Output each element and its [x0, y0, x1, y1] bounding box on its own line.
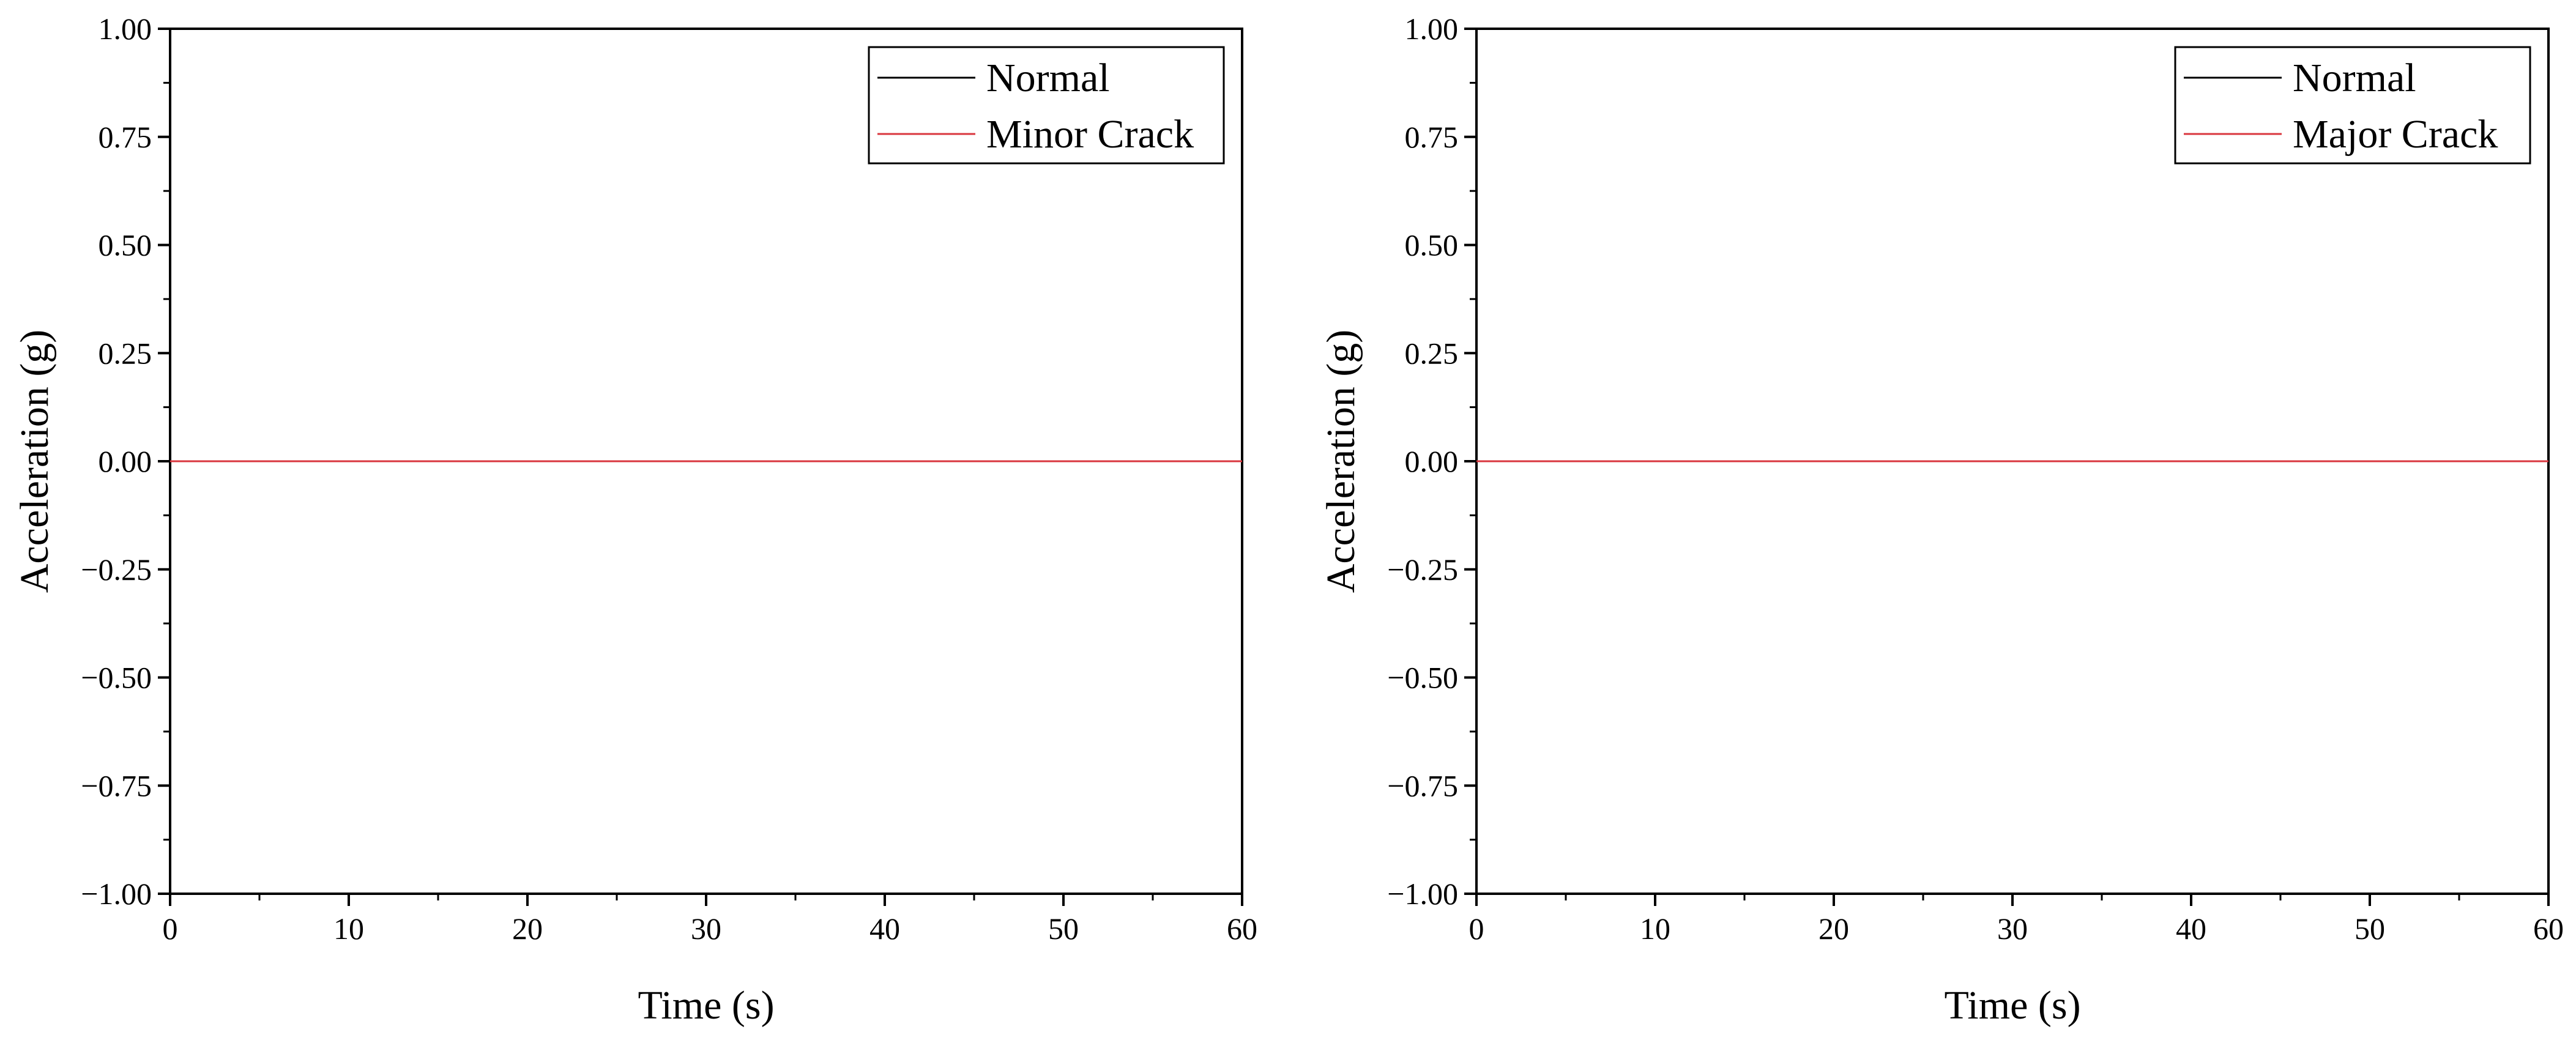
legend-label: Minor Crack	[986, 112, 1194, 157]
x-tick-label: 60	[1227, 911, 1257, 946]
x-tick-label: 30	[691, 911, 721, 946]
x-tick-label: 40	[869, 911, 900, 946]
y-tick-label: 0.25	[99, 336, 152, 370]
x-tick-label: 10	[333, 911, 364, 946]
y-tick-label: −0.75	[1387, 768, 1458, 803]
legend: Normal Minor Crack	[868, 46, 1225, 165]
y-tick-label: −0.50	[81, 661, 152, 695]
legend-box	[868, 46, 1225, 165]
legend-label: Normal	[986, 56, 1110, 100]
x-tick-label: 40	[2176, 911, 2206, 946]
x-tick-label: 30	[1997, 911, 2028, 946]
y-tick-label: 0.75	[99, 120, 152, 154]
x-tick-label: 10	[1640, 911, 1670, 946]
y-tick-label: 0.50	[1405, 228, 1459, 262]
y-tick-label: −0.25	[81, 552, 152, 587]
y-tick-label: −1.00	[1387, 877, 1458, 911]
x-axis-title: Time (s)	[1944, 983, 2080, 1028]
y-axis-title: Acceleration (g)	[1319, 330, 1363, 593]
y-tick-label: 0.75	[1405, 120, 1459, 154]
legend: Normal Major Crack	[2174, 46, 2531, 165]
legend-box	[2174, 46, 2531, 165]
x-axis-title: Time (s)	[638, 983, 774, 1028]
y-tick-label: −0.50	[1387, 661, 1458, 695]
chart-panel-2: 0 10 20 30 40 50 60 −1.00 −0.75 −0.50 −0.25 0.00 0.2…	[1319, 12, 2564, 1028]
y-tick-label: 0.00	[1405, 444, 1459, 478]
y-tick-label: 1.00	[99, 12, 152, 46]
x-tick-label: 50	[1048, 911, 1079, 946]
x-tick-label: 60	[2533, 911, 2564, 946]
y-tick-label: 1.00	[1405, 12, 1459, 46]
legend-label: Major Crack	[2293, 112, 2498, 157]
legend-label: Normal	[2293, 56, 2416, 100]
y-tick-label: 0.25	[1405, 336, 1459, 370]
y-axis-title: Acceleration (g)	[12, 330, 57, 593]
y-tick-label: 0.50	[99, 228, 152, 262]
x-tick-label: 50	[2355, 911, 2385, 946]
x-tick-label: 20	[1818, 911, 1849, 946]
x-tick-label: 0	[163, 911, 178, 946]
x-tick-label: 20	[512, 911, 543, 946]
y-tick-label: −0.25	[1387, 552, 1458, 587]
y-tick-label: 0.00	[99, 444, 152, 478]
x-tick-label: 0	[1469, 911, 1484, 946]
y-tick-label: −0.75	[81, 768, 152, 803]
y-tick-label: −1.00	[81, 877, 152, 911]
chart-panel-1: 0 10 20 30 40 50 60 −1.00 −0.75 −0.50 −0.25 0.00 0.2…	[12, 12, 1257, 1028]
